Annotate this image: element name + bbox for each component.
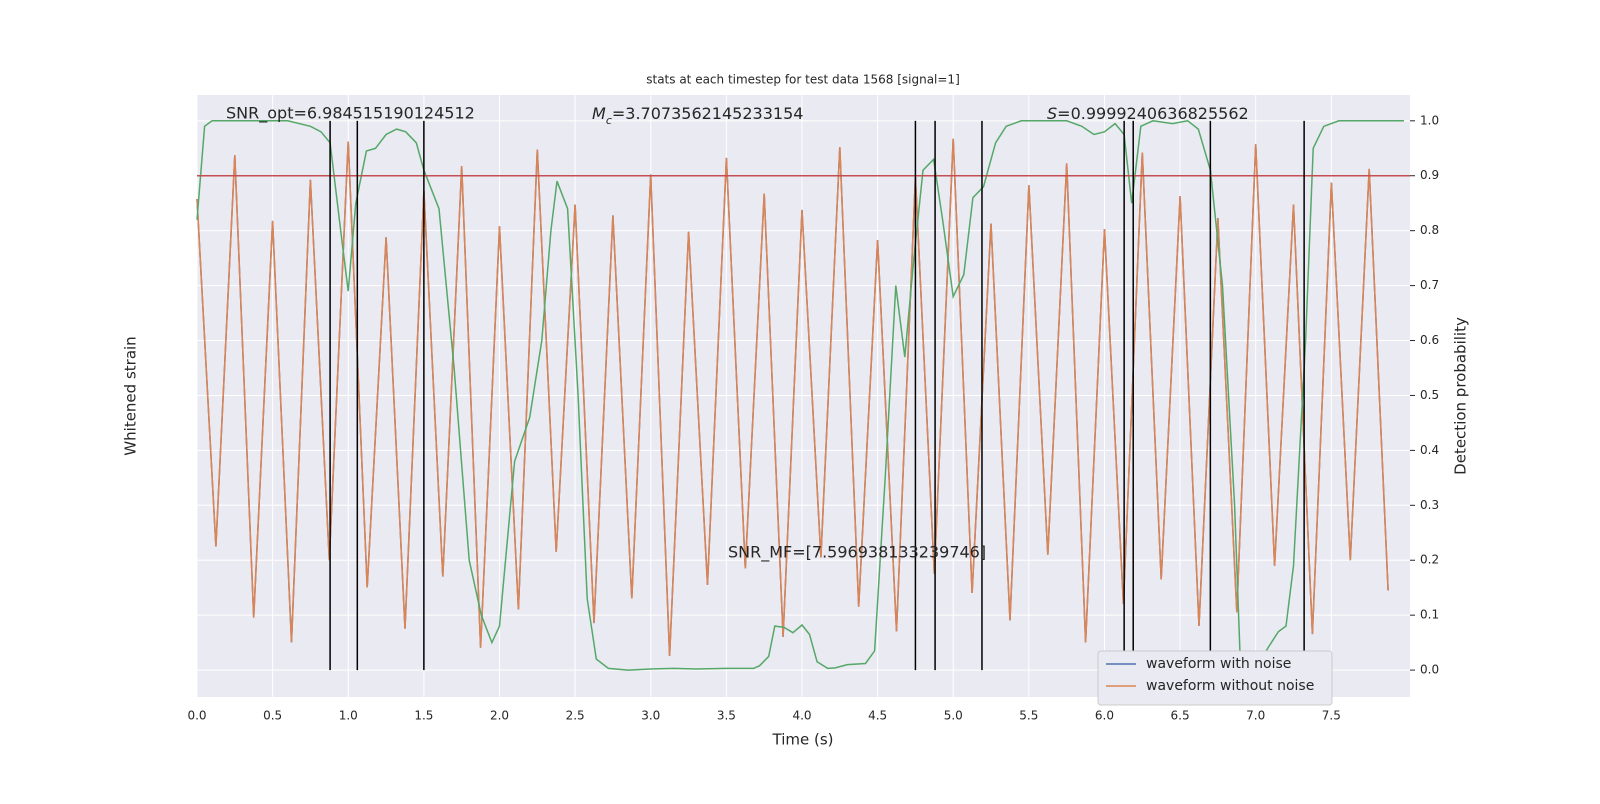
annotation: SNR_MF=[7.596938133239746] [728,543,986,563]
y2-tick-label: 0.0 [1420,663,1439,677]
y2-tick-label: 1.0 [1420,113,1439,127]
x-tick-label: 5.0 [944,709,963,723]
x-tick-label: 5.5 [1019,709,1038,723]
x-tick-label: 6.0 [1095,709,1114,723]
y2-tick-label: 0.6 [1420,333,1439,347]
x-tick-label: 1.5 [414,709,433,723]
series-line [196,138,1389,657]
x-axis-label: Time (s) [772,731,834,749]
legend-label: waveform with noise [1146,656,1291,672]
legend-label: waveform without noise [1146,678,1314,694]
y2-tick-label: 0.3 [1420,498,1439,512]
legend-box [1097,650,1333,706]
annotation-text: =0.9999240636825562 [1057,104,1249,123]
plot-area [197,95,1410,697]
y2-tick-label: 0.7 [1420,278,1439,292]
x-tick-label: 2.0 [490,709,509,723]
x-tick-label: 7.0 [1246,709,1265,723]
annotation-symbol: M [592,104,606,123]
y2-tick-label: 0.2 [1420,553,1439,567]
annotation: Mc=3.7073562145233154 [592,104,803,127]
x-tick-label: 4.0 [792,709,811,723]
x-tick-label: 6.5 [1171,709,1190,723]
annotation-subscript: c [606,114,612,127]
x-tick-label: 3.0 [641,709,660,723]
y2-tick-label: 0.5 [1420,388,1439,402]
x-tick-label: 4.5 [868,709,887,723]
y2-tick-label: 0.1 [1420,608,1439,622]
annotation: SNR_opt=6.984515190124512 [226,104,475,124]
y-axis-label: Whitened strain [122,336,140,455]
x-tick-label: 3.5 [717,709,736,723]
y2-tick-label: 0.8 [1420,223,1439,237]
y2-tick-label: 0.9 [1420,168,1439,182]
x-tick-label: 7.5 [1322,709,1341,723]
x-tick-label: 0.0 [187,709,206,723]
y2-tick-label: 0.4 [1420,443,1439,457]
x-tick-label: 1.0 [339,709,358,723]
annotation-text: =3.7073562145233154 [612,104,804,123]
y2-axis-label: Detection probability [1452,317,1470,475]
annotation-symbol: S [1047,104,1057,123]
chart-title: stats at each timestep for test data 156… [646,73,960,87]
x-tick-label: 2.5 [566,709,585,723]
series-line [196,120,1404,683]
x-tick-label: 0.5 [263,709,282,723]
annotation: S=0.9999240636825562 [1047,104,1249,123]
